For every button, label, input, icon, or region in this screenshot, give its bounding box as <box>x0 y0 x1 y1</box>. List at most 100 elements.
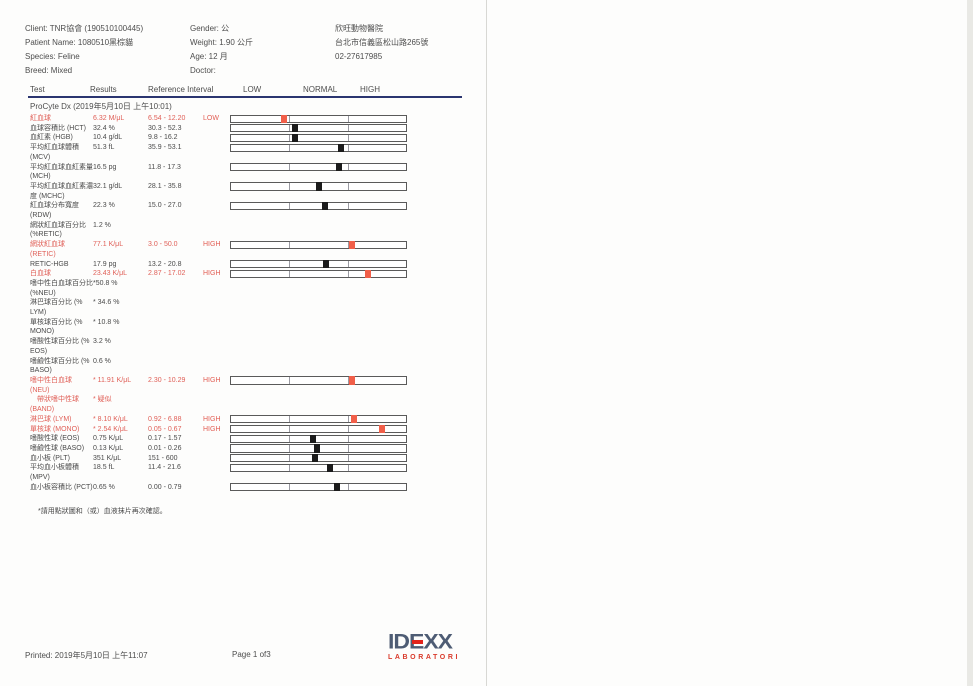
test-name: 嗜酸性球 (EOS) <box>30 434 93 444</box>
reference-range-bar <box>230 241 407 249</box>
test-row: 血球容積比 (HCT) 32.4 % 30.3 - 52.3 <box>30 124 410 134</box>
test-name: 嗜鹼性球 (BASO) <box>30 444 93 454</box>
result-marker <box>336 163 342 171</box>
test-result: 23.43 K/μL <box>93 269 127 279</box>
test-reference-interval: 9.8 - 16.2 <box>148 133 178 143</box>
cbc-results-table: 紅血球 6.32 M/μL 6.54 - 12.20 LOW 血球容積比 (HCT) 32… <box>30 114 410 492</box>
test-reference-interval: 0.05 - 0.67 <box>148 425 181 435</box>
doctor-line: Doctor: <box>190 64 253 78</box>
test-name: 平均血小板體積 (MPV) <box>30 463 93 482</box>
result-marker <box>281 115 287 123</box>
result-marker <box>323 260 329 268</box>
result-marker <box>314 444 320 452</box>
test-flag: HIGH <box>203 425 221 435</box>
result-marker <box>349 241 355 249</box>
idexx-logo-dash <box>412 640 423 644</box>
reference-range-bar <box>230 182 407 190</box>
test-name: 嗜鹼性球百分比 (% BASO) <box>30 357 93 376</box>
test-row: 網狀紅血球百分比 (%RETIC) 1.2 % <box>30 221 410 240</box>
test-reference-interval: 15.0 - 27.0 <box>148 201 181 211</box>
clinic-name: 欣旺動物醫院 <box>335 22 428 36</box>
test-reference-interval: 2.87 - 17.02 <box>148 269 185 279</box>
test-row: 嗜酸性球百分比 (% EOS) 3.2 % <box>30 337 410 356</box>
scan-edge <box>967 0 973 686</box>
test-name: 血小板容積比 (PCT) <box>30 483 93 493</box>
test-result: * 10.8 % <box>93 318 119 328</box>
result-marker <box>312 454 318 462</box>
col-low: LOW <box>243 85 261 94</box>
test-result: 10.4 g/dL <box>93 133 122 143</box>
result-marker <box>327 464 333 472</box>
reference-range-bar <box>230 134 407 142</box>
test-row: 嗜酸性球 (EOS) 0.75 K/μL 0.17 - 1.57 <box>30 434 410 444</box>
reference-range-bar <box>230 454 407 462</box>
reference-range-bar <box>230 376 407 384</box>
col-high: HIGH <box>360 85 380 94</box>
test-row: 血小板 (PLT) 351 K/μL 151 - 600 <box>30 454 410 464</box>
report-page-2: Client: TNR協會 (190510100445) Patient Nam… <box>487 0 973 686</box>
test-row: 淋巴球百分比 (% LYM) * 34.6 % <box>30 298 410 317</box>
test-name: 紅血球 <box>30 114 93 124</box>
test-name: 單核球 (MONO) <box>30 425 93 435</box>
test-flag: HIGH <box>203 269 221 279</box>
result-marker <box>365 270 371 278</box>
breed-line: Breed: Mixed <box>25 64 143 78</box>
reference-range-bar <box>230 270 407 278</box>
gender-line: Gender: 公 <box>190 22 253 36</box>
test-reference-interval: 35.9 - 53.1 <box>148 143 181 153</box>
test-result: 0.65 % <box>93 483 115 493</box>
test-name: 血球容積比 (HCT) <box>30 124 93 134</box>
test-result: 3.2 % <box>93 337 111 347</box>
weight-line: Weight: 1.90 公斤 <box>190 36 253 50</box>
clinic-info: 欣旺動物醫院 台北市信義區松山路265號 02-27617985 <box>335 22 428 64</box>
test-row: 紅血球 6.32 M/μL 6.54 - 12.20 LOW <box>30 114 410 124</box>
test-result: 6.32 M/μL <box>93 114 124 124</box>
test-name: 帶狀嗜中性球 (BAND) <box>30 395 93 414</box>
reference-range-bar <box>230 163 407 171</box>
test-result: * 疑似 <box>93 395 112 405</box>
reference-range-bar <box>230 260 407 268</box>
test-result: * 2.54 K/μL <box>93 425 128 435</box>
printed-timestamp: Printed: 2019年5月10日 上午11:07 <box>25 650 148 661</box>
test-result: * 8.10 K/μL <box>93 415 128 425</box>
test-result: 18.5 fL <box>93 463 114 473</box>
idexx-logo-text: IDEXX <box>388 631 483 651</box>
reference-range-bar <box>230 144 407 152</box>
test-name: 血紅素 (HGB) <box>30 133 93 143</box>
test-name: 淋巴球百分比 (% LYM) <box>30 298 93 317</box>
test-result: 32.4 % <box>93 124 115 134</box>
test-result: 32.1 g/dL <box>93 182 122 192</box>
test-result: 22.3 % <box>93 201 115 211</box>
test-reference-interval: 6.54 - 12.20 <box>148 114 185 124</box>
reference-range-bar <box>230 464 407 472</box>
test-row: 嗜鹼性球 (BASO) 0.13 K/μL 0.01 - 0.26 <box>30 444 410 454</box>
idexx-logo: IDEXX LABORATORI <box>388 631 483 661</box>
species-line: Species: Feline <box>25 50 143 64</box>
test-result: * 34.6 % <box>93 298 119 308</box>
test-row: 帶狀嗜中性球 (BAND) * 疑似 <box>30 395 410 414</box>
reference-range-bar <box>230 444 407 452</box>
test-reference-interval: 11.4 - 21.6 <box>148 463 181 473</box>
test-name: 紅血球分布寬度 (RDW) <box>30 201 93 220</box>
test-result: * 11.91 K/μL <box>93 376 131 386</box>
test-result: 51.3 fL <box>93 143 114 153</box>
test-row: 血小板容積比 (PCT) 0.65 % 0.00 - 0.79 <box>30 483 410 493</box>
cbc-footnote: *請用點狀圖和（或）血液抹片再次確認。 <box>38 506 167 516</box>
report-page-1: Client: TNR協會 (190510100445) Patient Nam… <box>0 0 486 686</box>
page-number: Page 1 of3 <box>232 650 271 659</box>
test-row: 紅血球分布寬度 (RDW) 22.3 % 15.0 - 27.0 <box>30 201 410 220</box>
test-name: 網狀紅血球 (RETIC) <box>30 240 93 259</box>
test-row: 平均紅血球血紅素濃度 (MCHC) 32.1 g/dL 28.1 - 35.8 <box>30 182 410 201</box>
test-reference-interval: 28.1 - 35.8 <box>148 182 181 192</box>
test-row: 血紅素 (HGB) 10.4 g/dL 9.8 - 16.2 <box>30 133 410 143</box>
test-reference-interval: 0.92 - 6.88 <box>148 415 181 425</box>
reference-range-bar <box>230 425 407 433</box>
test-name: 血小板 (PLT) <box>30 454 93 464</box>
result-marker <box>349 376 355 384</box>
idexx-logo-subtext: LABORATORI <box>388 654 483 661</box>
test-row: 白血球 23.43 K/μL 2.87 - 17.02 HIGH <box>30 269 410 279</box>
test-name: 平均紅血球血紅素量 (MCH) <box>30 163 93 182</box>
test-row: 單核球百分比 (% MONO) * 10.8 % <box>30 318 410 337</box>
result-marker <box>292 134 298 142</box>
test-reference-interval: 2.30 - 10.29 <box>148 376 185 386</box>
